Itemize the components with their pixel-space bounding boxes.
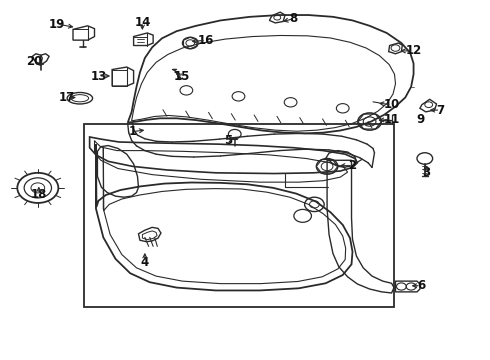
Text: 7: 7 <box>437 104 444 117</box>
Text: 5: 5 <box>224 134 232 147</box>
Text: 15: 15 <box>173 69 190 82</box>
Bar <box>84 125 394 307</box>
Text: 13: 13 <box>90 69 106 82</box>
Text: 11: 11 <box>384 113 400 126</box>
Text: 1: 1 <box>128 125 137 138</box>
Text: 10: 10 <box>384 98 400 111</box>
Text: 6: 6 <box>417 279 425 292</box>
Text: 8: 8 <box>290 12 298 25</box>
Text: 3: 3 <box>422 166 430 179</box>
Text: 14: 14 <box>134 16 150 29</box>
Text: 19: 19 <box>49 18 65 31</box>
Text: 18: 18 <box>30 188 47 201</box>
Text: 16: 16 <box>198 33 214 47</box>
Text: 2: 2 <box>348 159 357 172</box>
Text: 20: 20 <box>26 55 42 68</box>
Text: 4: 4 <box>141 256 149 269</box>
Text: 9: 9 <box>417 113 425 126</box>
Text: 17: 17 <box>58 91 75 104</box>
Text: 12: 12 <box>405 44 422 57</box>
